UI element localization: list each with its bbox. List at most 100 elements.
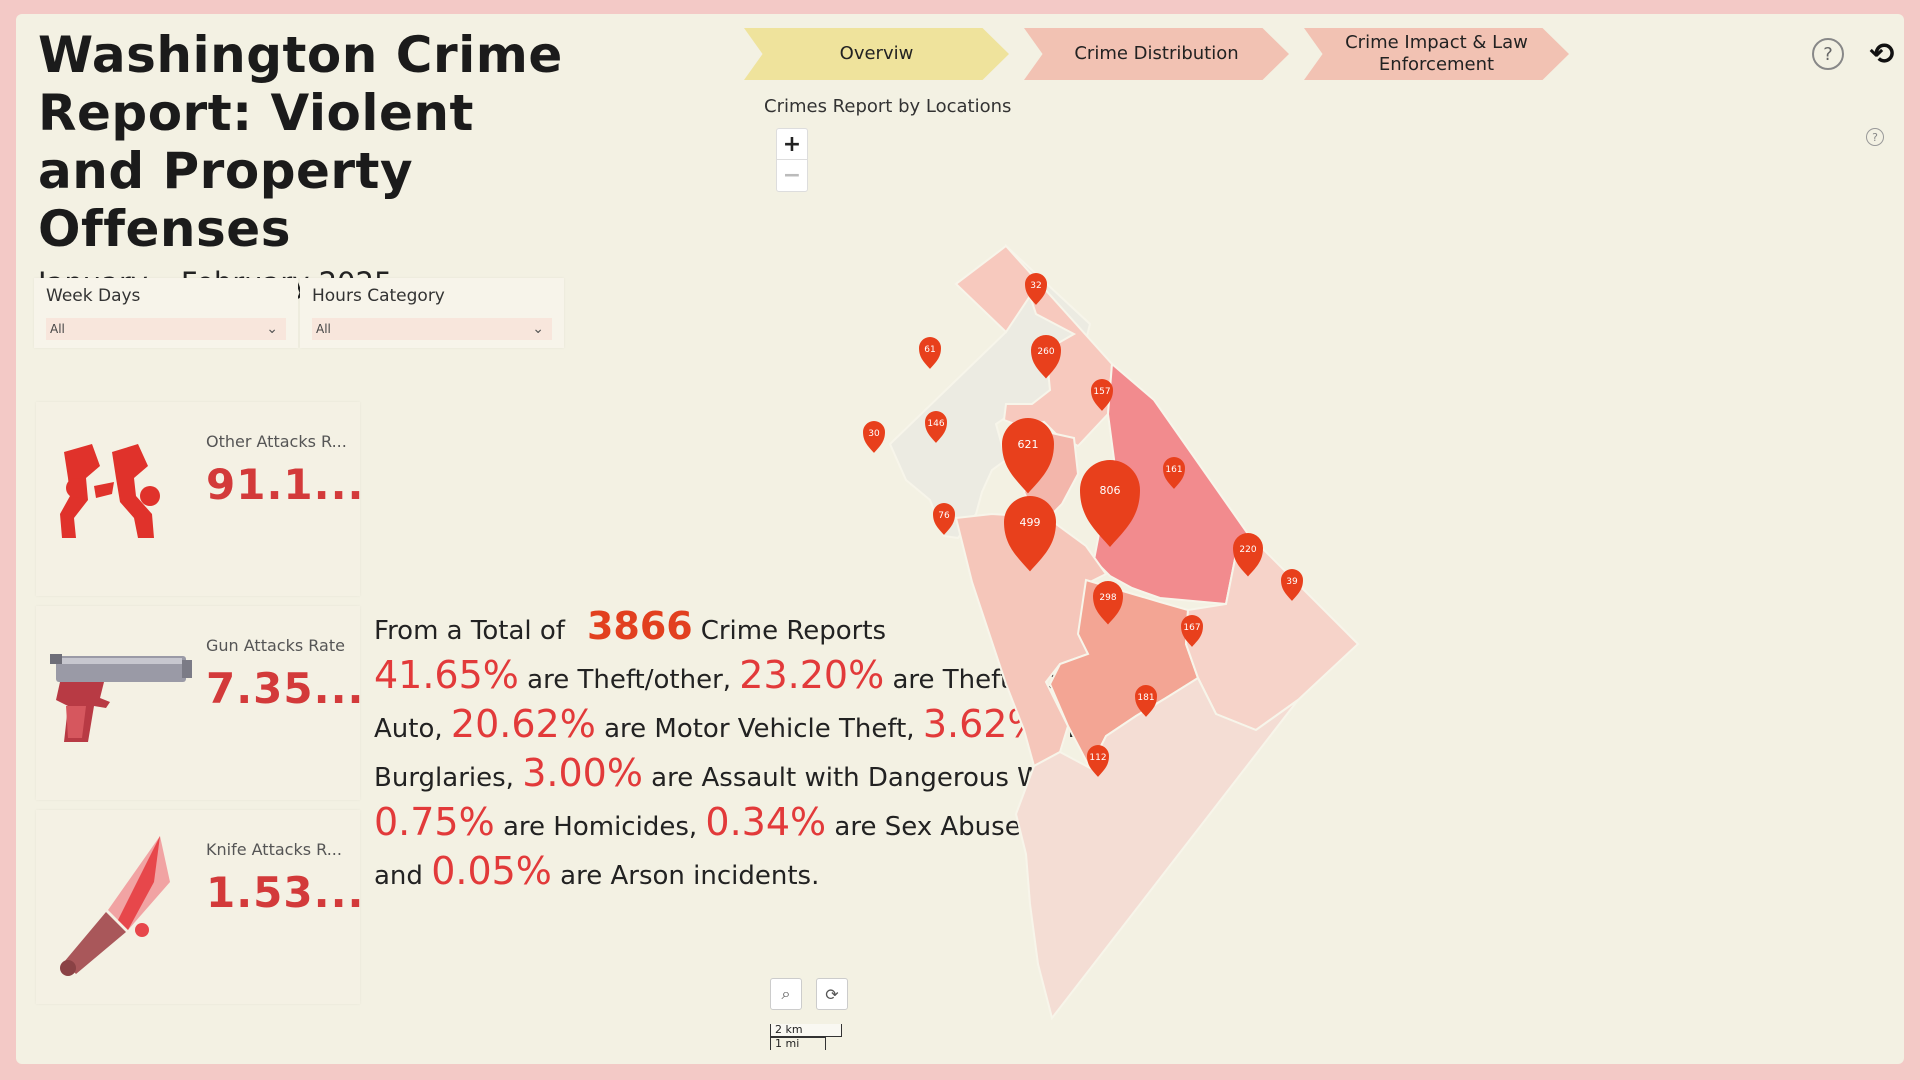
week-days-value: All (50, 322, 65, 336)
map-scale: 2 km 1 mi (770, 1024, 842, 1050)
map-marker-pin[interactable] (1181, 615, 1203, 647)
zoom-in-button[interactable]: + (782, 131, 802, 157)
map-marker-pin[interactable] (1163, 457, 1185, 489)
map-marker-label: 146 (927, 419, 944, 429)
map-marker-pin[interactable] (1087, 745, 1109, 777)
week-days-select[interactable]: All ⌄ (46, 318, 286, 340)
map-marker-pin[interactable] (925, 411, 947, 443)
kpi-gun-value: 7.35... (206, 664, 365, 713)
fight-icon (60, 444, 160, 538)
summary-txt-1: are Theft/other, (518, 665, 740, 695)
help-icon[interactable]: ? (1812, 38, 1844, 70)
scale-km: 2 km (770, 1024, 842, 1037)
map-marker-label: 499 (1020, 516, 1041, 529)
filter-week-days-label: Week Days (46, 286, 141, 306)
map-marker-220[interactable]: 220 (1233, 533, 1263, 577)
map-marker-61[interactable]: 61 (919, 337, 941, 369)
map-marker-label: 220 (1239, 545, 1256, 555)
summary-pct-mv-theft: 20.62% (450, 702, 596, 746)
map-help-icon[interactable]: ? (1866, 128, 1884, 146)
summary-pct-assault: 3.00% (522, 751, 643, 795)
refresh-icon[interactable]: ⟲ (1869, 36, 1895, 72)
map-marker-260[interactable]: 260 (1031, 335, 1061, 379)
map-marker-pin[interactable] (1091, 379, 1113, 411)
map-marker-806[interactable]: 806 (1080, 460, 1140, 547)
map-marker-label: 61 (924, 345, 935, 355)
map-marker-pin[interactable] (1002, 418, 1054, 494)
map-marker-pin[interactable] (933, 503, 955, 535)
map-markers: 32 260 61 157 146 30 621 161 806 76 499 220 39 298 167… (863, 273, 1303, 777)
map-marker-label: 298 (1099, 593, 1116, 603)
map-marker-167[interactable]: 167 (1181, 615, 1203, 647)
map-marker-pin[interactable] (1080, 460, 1140, 547)
map-marker-label: 621 (1018, 438, 1039, 451)
map-marker-label: 161 (1165, 465, 1182, 475)
map-marker-30[interactable]: 30 (863, 421, 885, 453)
map-marker-pin[interactable] (1093, 581, 1123, 625)
map-marker-label: 39 (1286, 577, 1298, 587)
map-marker-621[interactable]: 621 (1002, 418, 1054, 494)
map-marker-pin[interactable] (1025, 273, 1047, 305)
summary-lead: From a Total of (374, 616, 565, 646)
map-marker-161[interactable]: 161 (1163, 457, 1185, 489)
map-marker-label: 167 (1183, 623, 1200, 633)
page-title-bold: Washington Crime Report: (38, 26, 563, 142)
tab-overview[interactable]: Overviw (744, 28, 1009, 80)
crime-map[interactable]: 32 260 61 157 146 30 621 161 806 76 499 220 39 298 167… (16, 14, 1904, 1064)
map-marker-157[interactable]: 157 (1091, 379, 1113, 411)
kpi-knife-value: 1.53... (206, 868, 365, 917)
kpi-other-label: Other Attacks R... (206, 432, 347, 451)
map-marker-pin[interactable] (919, 337, 941, 369)
map-marker-pin[interactable] (1135, 685, 1157, 717)
page-title-rest: Violent and Property Offenses (38, 84, 474, 258)
dashboard-frame: Washington Crime Report: Violent and Pro… (16, 14, 1904, 1064)
tab-crime-distribution[interactable]: Crime Distribution (1024, 28, 1289, 80)
filter-hours-category-label: Hours Category (312, 286, 445, 306)
map-marker-label: 30 (868, 429, 880, 439)
map-marker-146[interactable]: 146 (925, 411, 947, 443)
summary-pct-sex-abuse: 0.34% (705, 800, 827, 844)
kpi-gun-label: Gun Attacks Rate (206, 636, 345, 655)
tab-crime-impact[interactable]: Crime Impact & Law Enforcement (1304, 28, 1569, 80)
map-marker-label: 260 (1037, 347, 1054, 357)
map-marker-pin[interactable] (1281, 569, 1303, 601)
map-marker-pin[interactable] (1233, 533, 1263, 577)
chevron-down-icon: ⌄ (532, 321, 544, 337)
map-marker-76[interactable]: 76 (933, 503, 955, 535)
map-marker-label: 157 (1093, 387, 1110, 397)
lasso-select-button[interactable]: ⌕ (770, 978, 802, 1010)
map-marker-label: 76 (938, 511, 950, 521)
scale-mi: 1 mi (770, 1037, 826, 1050)
page-title: Washington Crime Report: Violent and Pro… (38, 26, 598, 258)
summary-total-suffix: Crime Reports (700, 616, 887, 646)
map-marker-39[interactable]: 39 (1281, 569, 1303, 601)
kpi-knife-attacks: Knife Attacks R... 1.53... (36, 810, 364, 1004)
hours-category-value: All (316, 322, 331, 336)
map-marker-label: 806 (1100, 484, 1121, 497)
map-region-north (954, 244, 1114, 448)
summary-txt-6: are Homicides, (494, 812, 706, 842)
zoom-out-button[interactable]: − (777, 159, 807, 190)
chevron-down-icon: ⌄ (266, 321, 278, 337)
map-marker-112[interactable]: 112 (1087, 745, 1109, 777)
map-marker-32[interactable]: 32 (1025, 273, 1047, 305)
map-marker-499[interactable]: 499 (1004, 496, 1056, 572)
hours-category-select[interactable]: All ⌄ (312, 318, 552, 340)
kpi-knife-label: Knife Attacks R... (206, 840, 342, 859)
map-reset-button[interactable]: ⟳ (816, 978, 848, 1010)
summary-total: 3866 (586, 604, 693, 648)
map-marker-label: 32 (1030, 281, 1041, 291)
map-zoom-control: + − (776, 128, 808, 192)
map-regions (888, 243, 1360, 1021)
kpi-gun-attacks: Gun Attacks Rate 7.35... (36, 606, 364, 800)
map-marker-pin[interactable] (1004, 496, 1056, 572)
map-marker-pin[interactable] (1031, 335, 1061, 379)
map-marker-label: 181 (1137, 693, 1154, 703)
map-marker-181[interactable]: 181 (1135, 685, 1157, 717)
knife-icon (60, 836, 170, 976)
map-marker-298[interactable]: 298 (1093, 581, 1123, 625)
map-marker-label: 112 (1089, 753, 1106, 763)
map-region-south (1014, 676, 1299, 1021)
map-marker-pin[interactable] (863, 421, 885, 453)
kpi-other-attacks: Other Attacks R... 91.1... (36, 402, 364, 596)
